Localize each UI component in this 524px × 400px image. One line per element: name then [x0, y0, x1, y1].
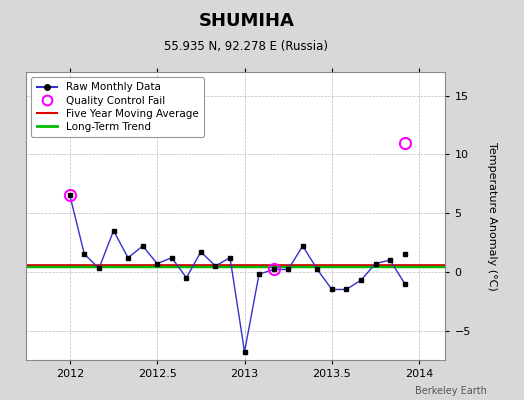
Text: Berkeley Earth: Berkeley Earth [416, 386, 487, 396]
Text: SHUMIHA: SHUMIHA [199, 12, 294, 30]
Text: 55.935 N, 92.278 E (Russia): 55.935 N, 92.278 E (Russia) [165, 40, 328, 53]
Legend: Raw Monthly Data, Quality Control Fail, Five Year Moving Average, Long-Term Tren: Raw Monthly Data, Quality Control Fail, … [31, 77, 204, 137]
Y-axis label: Temperature Anomaly (°C): Temperature Anomaly (°C) [487, 142, 497, 290]
